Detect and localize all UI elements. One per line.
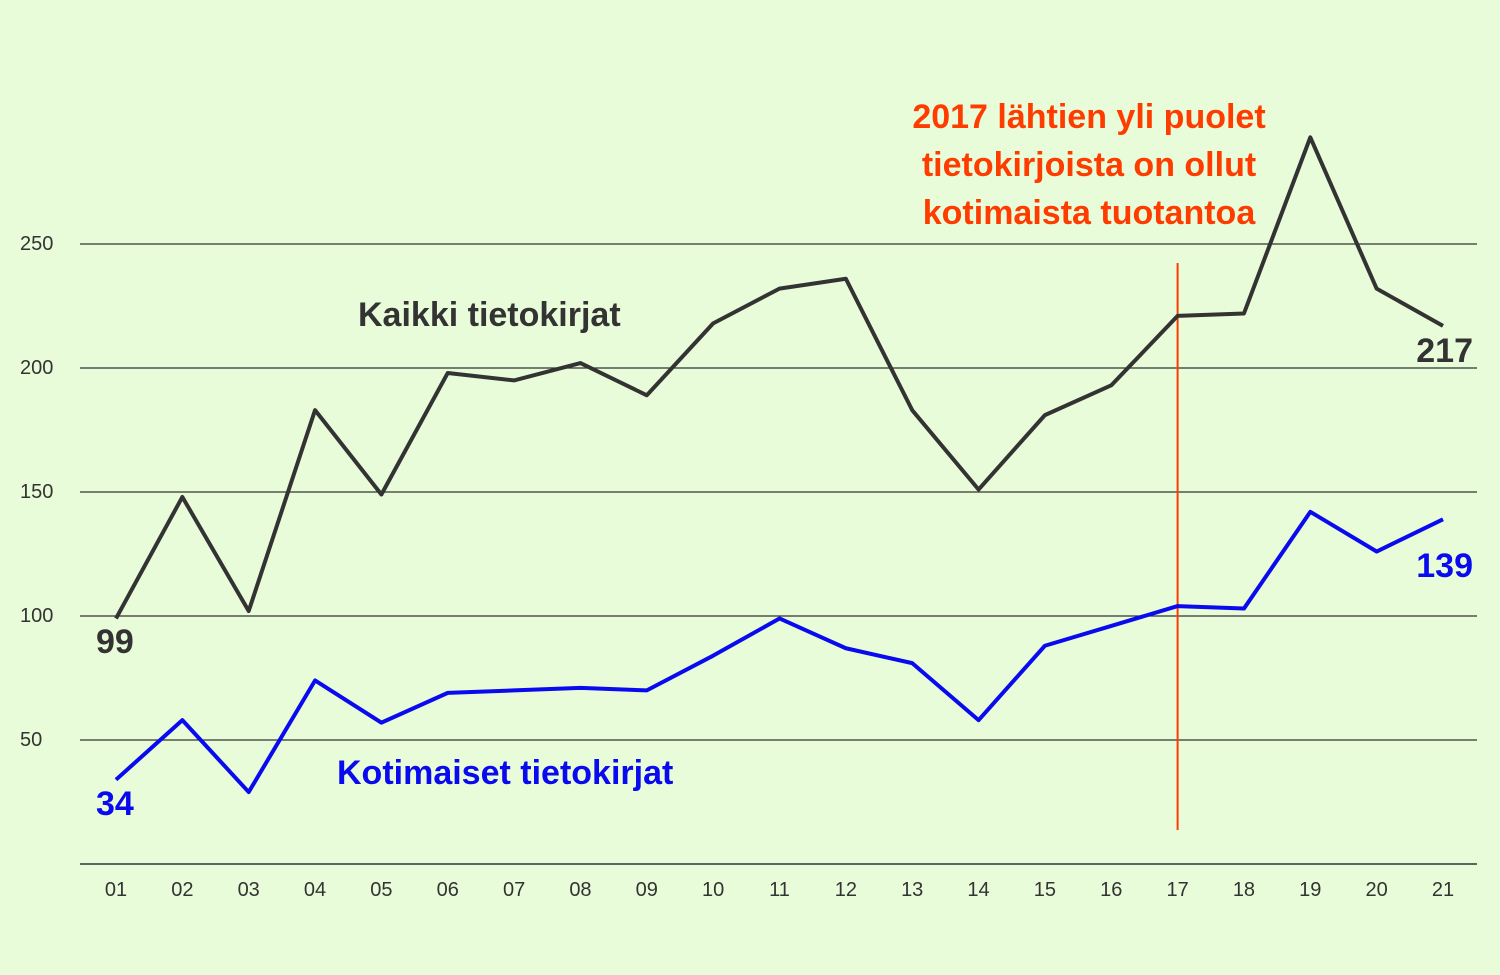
annotation-line-1: 2017 lähtien yli puolet xyxy=(912,98,1265,136)
annotation-line-3: kotimaista tuotantoa xyxy=(923,194,1257,232)
label-domestic-start: 34 xyxy=(96,785,134,823)
x-tick-label: 11 xyxy=(769,879,790,901)
x-tick-label: 09 xyxy=(636,879,658,901)
x-tick-label: 01 xyxy=(105,879,127,901)
y-tick-label: 100 xyxy=(20,605,53,627)
annotation-line-2: tietokirjoista on ollut xyxy=(922,146,1256,184)
x-tick-label: 02 xyxy=(171,879,193,901)
y-tick-label: 200 xyxy=(20,357,53,379)
x-tick-label: 21 xyxy=(1432,879,1454,901)
series-label-domestic: Kotimaiset tietokirjat xyxy=(337,754,673,792)
x-tick-label: 03 xyxy=(238,879,260,901)
x-tick-label: 16 xyxy=(1100,879,1122,901)
x-tick-label: 07 xyxy=(503,879,525,901)
x-tick-label: 10 xyxy=(702,879,724,901)
x-tick-label: 13 xyxy=(901,879,923,901)
y-tick-label: 150 xyxy=(20,481,53,503)
x-tick-label: 15 xyxy=(1034,879,1056,901)
x-tick-label: 08 xyxy=(569,879,591,901)
x-tick-label: 19 xyxy=(1299,879,1321,901)
series-line-1 xyxy=(114,509,1444,795)
y-tick-label: 250 xyxy=(20,233,53,255)
label-domestic-end: 139 xyxy=(1416,547,1473,585)
x-tick-label: 17 xyxy=(1166,879,1188,901)
x-tick-label: 14 xyxy=(967,879,989,901)
label-all-start: 99 xyxy=(96,623,134,661)
x-tick-label: 06 xyxy=(437,879,459,901)
y-tick-label: 50 xyxy=(20,729,42,751)
x-tick-label: 18 xyxy=(1233,879,1255,901)
x-tick-label: 04 xyxy=(304,879,326,901)
x-tick-label: 20 xyxy=(1366,879,1388,901)
label-all-end: 217 xyxy=(1416,332,1473,370)
x-tick-label: 05 xyxy=(370,879,392,901)
series-label-all: Kaikki tietokirjat xyxy=(358,296,621,334)
x-tick-label: 12 xyxy=(835,879,857,901)
